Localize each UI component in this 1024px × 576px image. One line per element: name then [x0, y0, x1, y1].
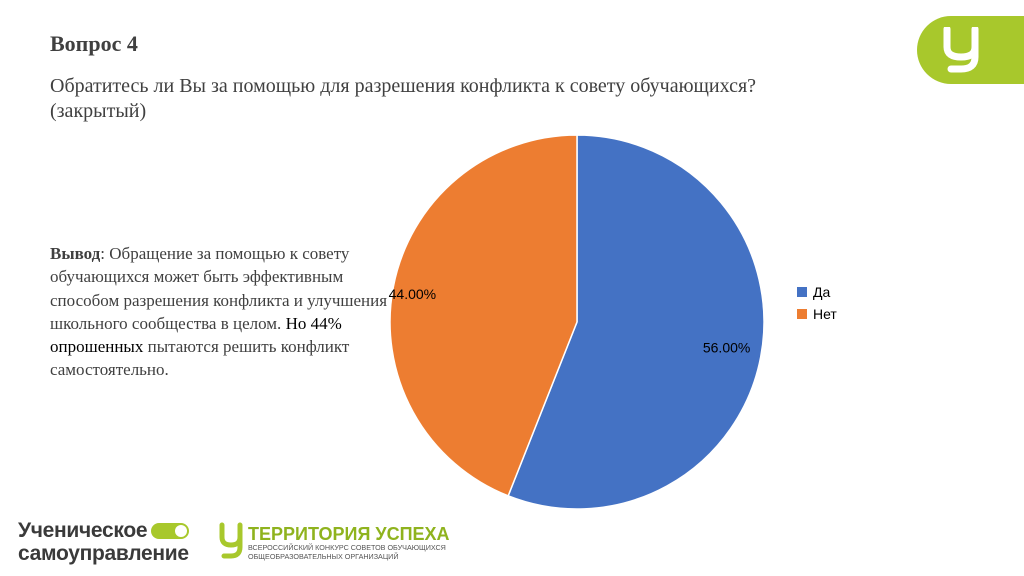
logo-line-1: Ученическое — [18, 519, 190, 542]
chart-legend: Да Нет — [797, 284, 837, 322]
conclusion-text: Вывод: Обращение за помощью к совету обу… — [50, 242, 395, 382]
data-label-2: 44.00% — [389, 286, 436, 302]
legend-swatch-1 — [797, 287, 807, 297]
slide-title: Вопрос 4 — [50, 31, 138, 56]
pie-slice-1 — [507, 134, 765, 510]
toggle-icon — [151, 523, 190, 540]
logo-title: ТЕРРИТОРИЯ УСПЕХА — [248, 524, 450, 544]
pie-slice-2 — [389, 134, 578, 497]
pie-slices — [389, 134, 765, 510]
brand-u-icon — [943, 27, 979, 73]
conclusion-label: Вывод — [50, 244, 101, 263]
logo-line-2: самоуправление — [18, 542, 189, 565]
brand-logo-corner — [917, 16, 1024, 84]
data-label-1: 56.00% — [703, 339, 750, 355]
logo-subtitle: ВСЕРОССИЙСКИЙ КОНКУРС СОВЕТОВ ОБУЧАЮЩИХС… — [248, 543, 446, 561]
pie-labels: 56.00% 44.00% — [389, 286, 751, 355]
conclusion-body-2: пытаются решить конфликт самостоятельно. — [50, 337, 350, 380]
legend-swatch-2 — [797, 309, 807, 319]
conclusion-body-1: : Обращение за помощью к совету обучающи… — [50, 244, 388, 333]
student-government-logo: Ученическое самоуправление — [18, 519, 190, 565]
territory-u-icon — [219, 522, 243, 559]
legend-label-2: Нет — [813, 306, 837, 322]
conclusion-highlight: Но 44% опрошенных — [50, 313, 342, 357]
legend-label-1: Да — [813, 284, 830, 300]
question-text: Обратитесь ли Вы за помощью для разрешен… — [50, 75, 757, 122]
